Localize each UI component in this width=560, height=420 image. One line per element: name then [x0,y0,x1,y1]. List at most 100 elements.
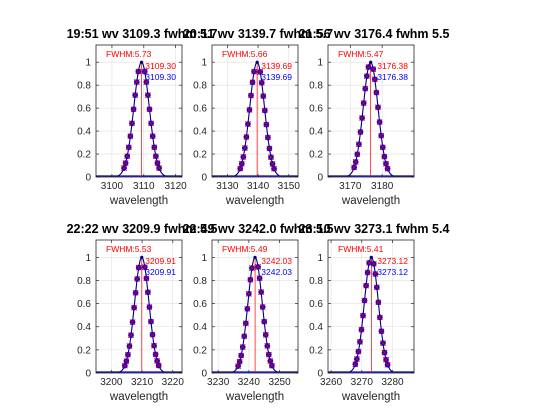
data-point [264,134,271,141]
data-point-cross [362,85,369,92]
data-point-cross [256,275,263,282]
data-point [146,106,153,113]
center-value-blue: 3109.30 [145,72,176,82]
data-point [355,141,362,148]
data-point [151,342,157,349]
data-point-cross [249,79,256,86]
data-point-cross [373,89,380,96]
data-point-cross [266,145,273,152]
data-point-cross [371,76,378,83]
peak-marker [369,255,373,259]
y-tick-label: 0 [85,173,91,184]
data-point [358,326,365,333]
data-point [256,275,263,282]
x-axis-label: wavelength [109,195,168,207]
data-point-cross [149,133,156,140]
data-point [132,289,139,296]
data-point [354,151,361,158]
y-tick-label: 0.8 [193,81,207,92]
data-point [370,260,377,267]
data-point-cross [355,348,362,355]
axes-box [211,44,299,178]
data-point-cross [125,144,132,151]
data-point-cross [372,271,379,277]
data-point-cross [154,160,161,167]
x-tick-label: 3150 [278,181,301,192]
y-tick-label: 1 [201,253,207,264]
data-point-cross [135,68,142,75]
data-point [247,276,254,283]
axes-background [96,240,182,373]
data-point [154,160,161,167]
data-point-cross [363,73,370,80]
data-point-cross [129,120,135,127]
data-point [351,164,358,171]
data-point [246,106,253,113]
x-tick-label: 3260 [320,377,343,388]
data-point-cross [156,165,162,171]
data-point-cross [141,68,148,75]
data-point [381,349,388,356]
data-point-cross [130,106,137,113]
data-point [271,165,277,172]
data-point-cross [248,92,254,99]
data-point-cross [364,269,371,276]
data-point-cross [365,64,372,70]
center-value-red: 3176.38 [377,61,408,71]
axes-box [327,44,415,178]
data-point [359,115,365,121]
data-point-cross [249,265,255,272]
data-point-cross [384,361,391,368]
y-tick-label: 0.6 [77,299,91,310]
data-point [376,119,383,125]
data-point-cross [247,276,254,283]
data-point-cross [366,259,373,266]
peak-marker [253,255,257,259]
data-point [263,121,270,128]
fit-curve [212,61,298,177]
fwhm-annotation: FWHM:5.73 [106,49,152,59]
data-point-cross [262,331,269,338]
y-tick-label: 0.2 [309,345,323,356]
data-point [378,328,385,335]
data-point [379,144,386,151]
y-tick-label: 0.2 [309,150,323,161]
subplot-title: 23:10 wv 3273.1 fwhm 5.4 [299,222,450,236]
data-point [149,133,156,140]
data-point-cross [257,68,264,75]
y-tick-label: 0 [317,173,323,184]
data-point [243,134,250,140]
data-point [366,259,373,266]
data-point-cross [357,129,364,135]
data-point-cross [376,119,383,125]
data-point-cross [240,154,247,160]
data-point-cross [131,304,138,311]
data-point [242,320,249,327]
data-point [237,165,244,172]
data-point-cross [361,297,368,304]
y-tick-label: 0.8 [309,276,323,287]
data-point [143,275,150,282]
data-point-cross [376,314,383,321]
data-point [129,319,136,326]
subplot-3: 3170 3180 0 0.2 0.4 0.6 0.8 1 wavelength 21:56 wv… [299,27,450,207]
data-point-cross [378,328,385,335]
x-tick-label: 3180 [371,181,394,192]
center-value-blue: 3209.91 [145,267,176,277]
data-point-cross [255,264,261,270]
data-point [251,68,257,75]
y-tick-label: 0.8 [77,81,91,92]
data-point-cross [353,356,360,362]
data-point-cross [135,264,142,271]
data-point [152,153,159,160]
data-point [149,331,156,338]
data-point [141,68,148,75]
data-point-cross [124,153,131,160]
data-point [373,284,380,291]
data-point [134,276,141,282]
data-point [261,107,268,114]
data-point [357,338,363,345]
data-point [236,358,243,365]
data-point-cross [132,92,139,99]
